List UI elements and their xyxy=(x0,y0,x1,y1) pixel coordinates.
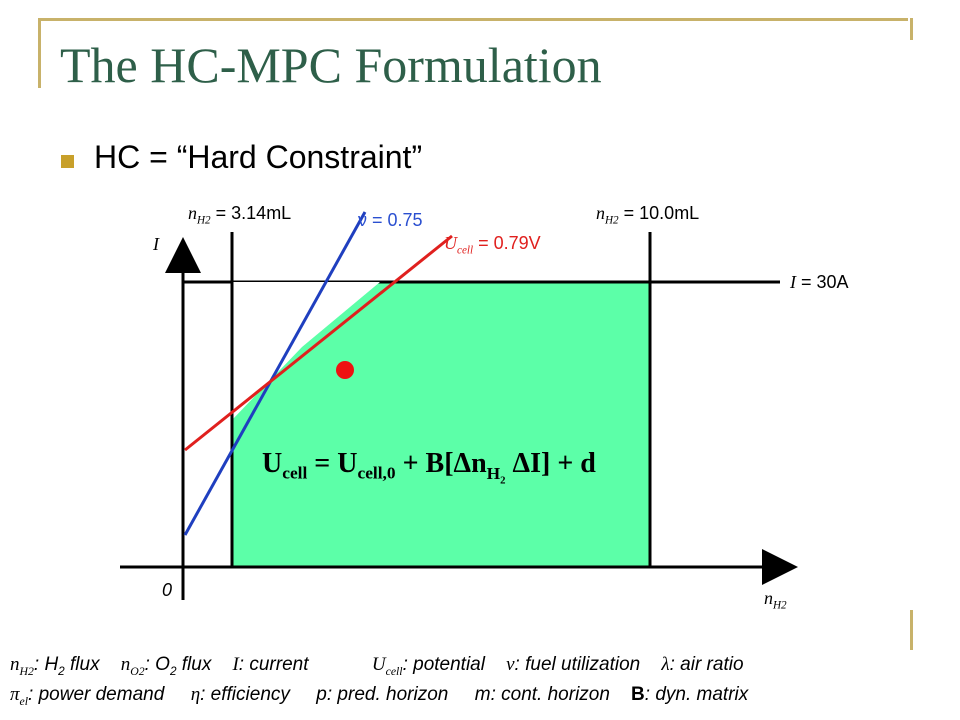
cell-potential-line xyxy=(184,234,453,452)
n-min-label: nH2 = 3.14mL xyxy=(188,203,292,227)
slide-frame-right-bottom xyxy=(910,610,913,650)
fuel-utilization-label: ν = 0.75 xyxy=(358,210,423,230)
slide-frame-right-top xyxy=(910,18,913,40)
operating-point xyxy=(336,361,354,379)
fuel-utilization-line xyxy=(183,211,367,536)
infeasible-corner xyxy=(232,282,380,420)
slide-title: The HC-MPC Formulation xyxy=(60,37,602,93)
n-max-label: nH2 = 10.0mL xyxy=(596,203,700,227)
bullet-marker xyxy=(61,155,74,168)
slide-frame-left xyxy=(38,18,41,88)
cell-voltage-equation: Ucell = Ucell,0 + B[ΔnH2 ΔI] + d xyxy=(262,448,596,487)
y-axis-label: I xyxy=(153,234,159,254)
bullet-text: HC = “Hard Constraint” xyxy=(94,139,423,175)
legend-row-2: πel: power demand η: efficiency p: pred.… xyxy=(10,684,749,708)
current-limit-label: I = 30A xyxy=(790,272,849,292)
x-axis-label: nH2 xyxy=(764,588,787,612)
origin-label: 0 xyxy=(162,580,173,600)
slide-frame-top xyxy=(38,18,908,21)
cell-potential-label: Ucell = 0.79V xyxy=(444,233,541,257)
legend-row-1: nH2: H2 flux nO2: O2 flux I: current Uce… xyxy=(10,654,744,678)
